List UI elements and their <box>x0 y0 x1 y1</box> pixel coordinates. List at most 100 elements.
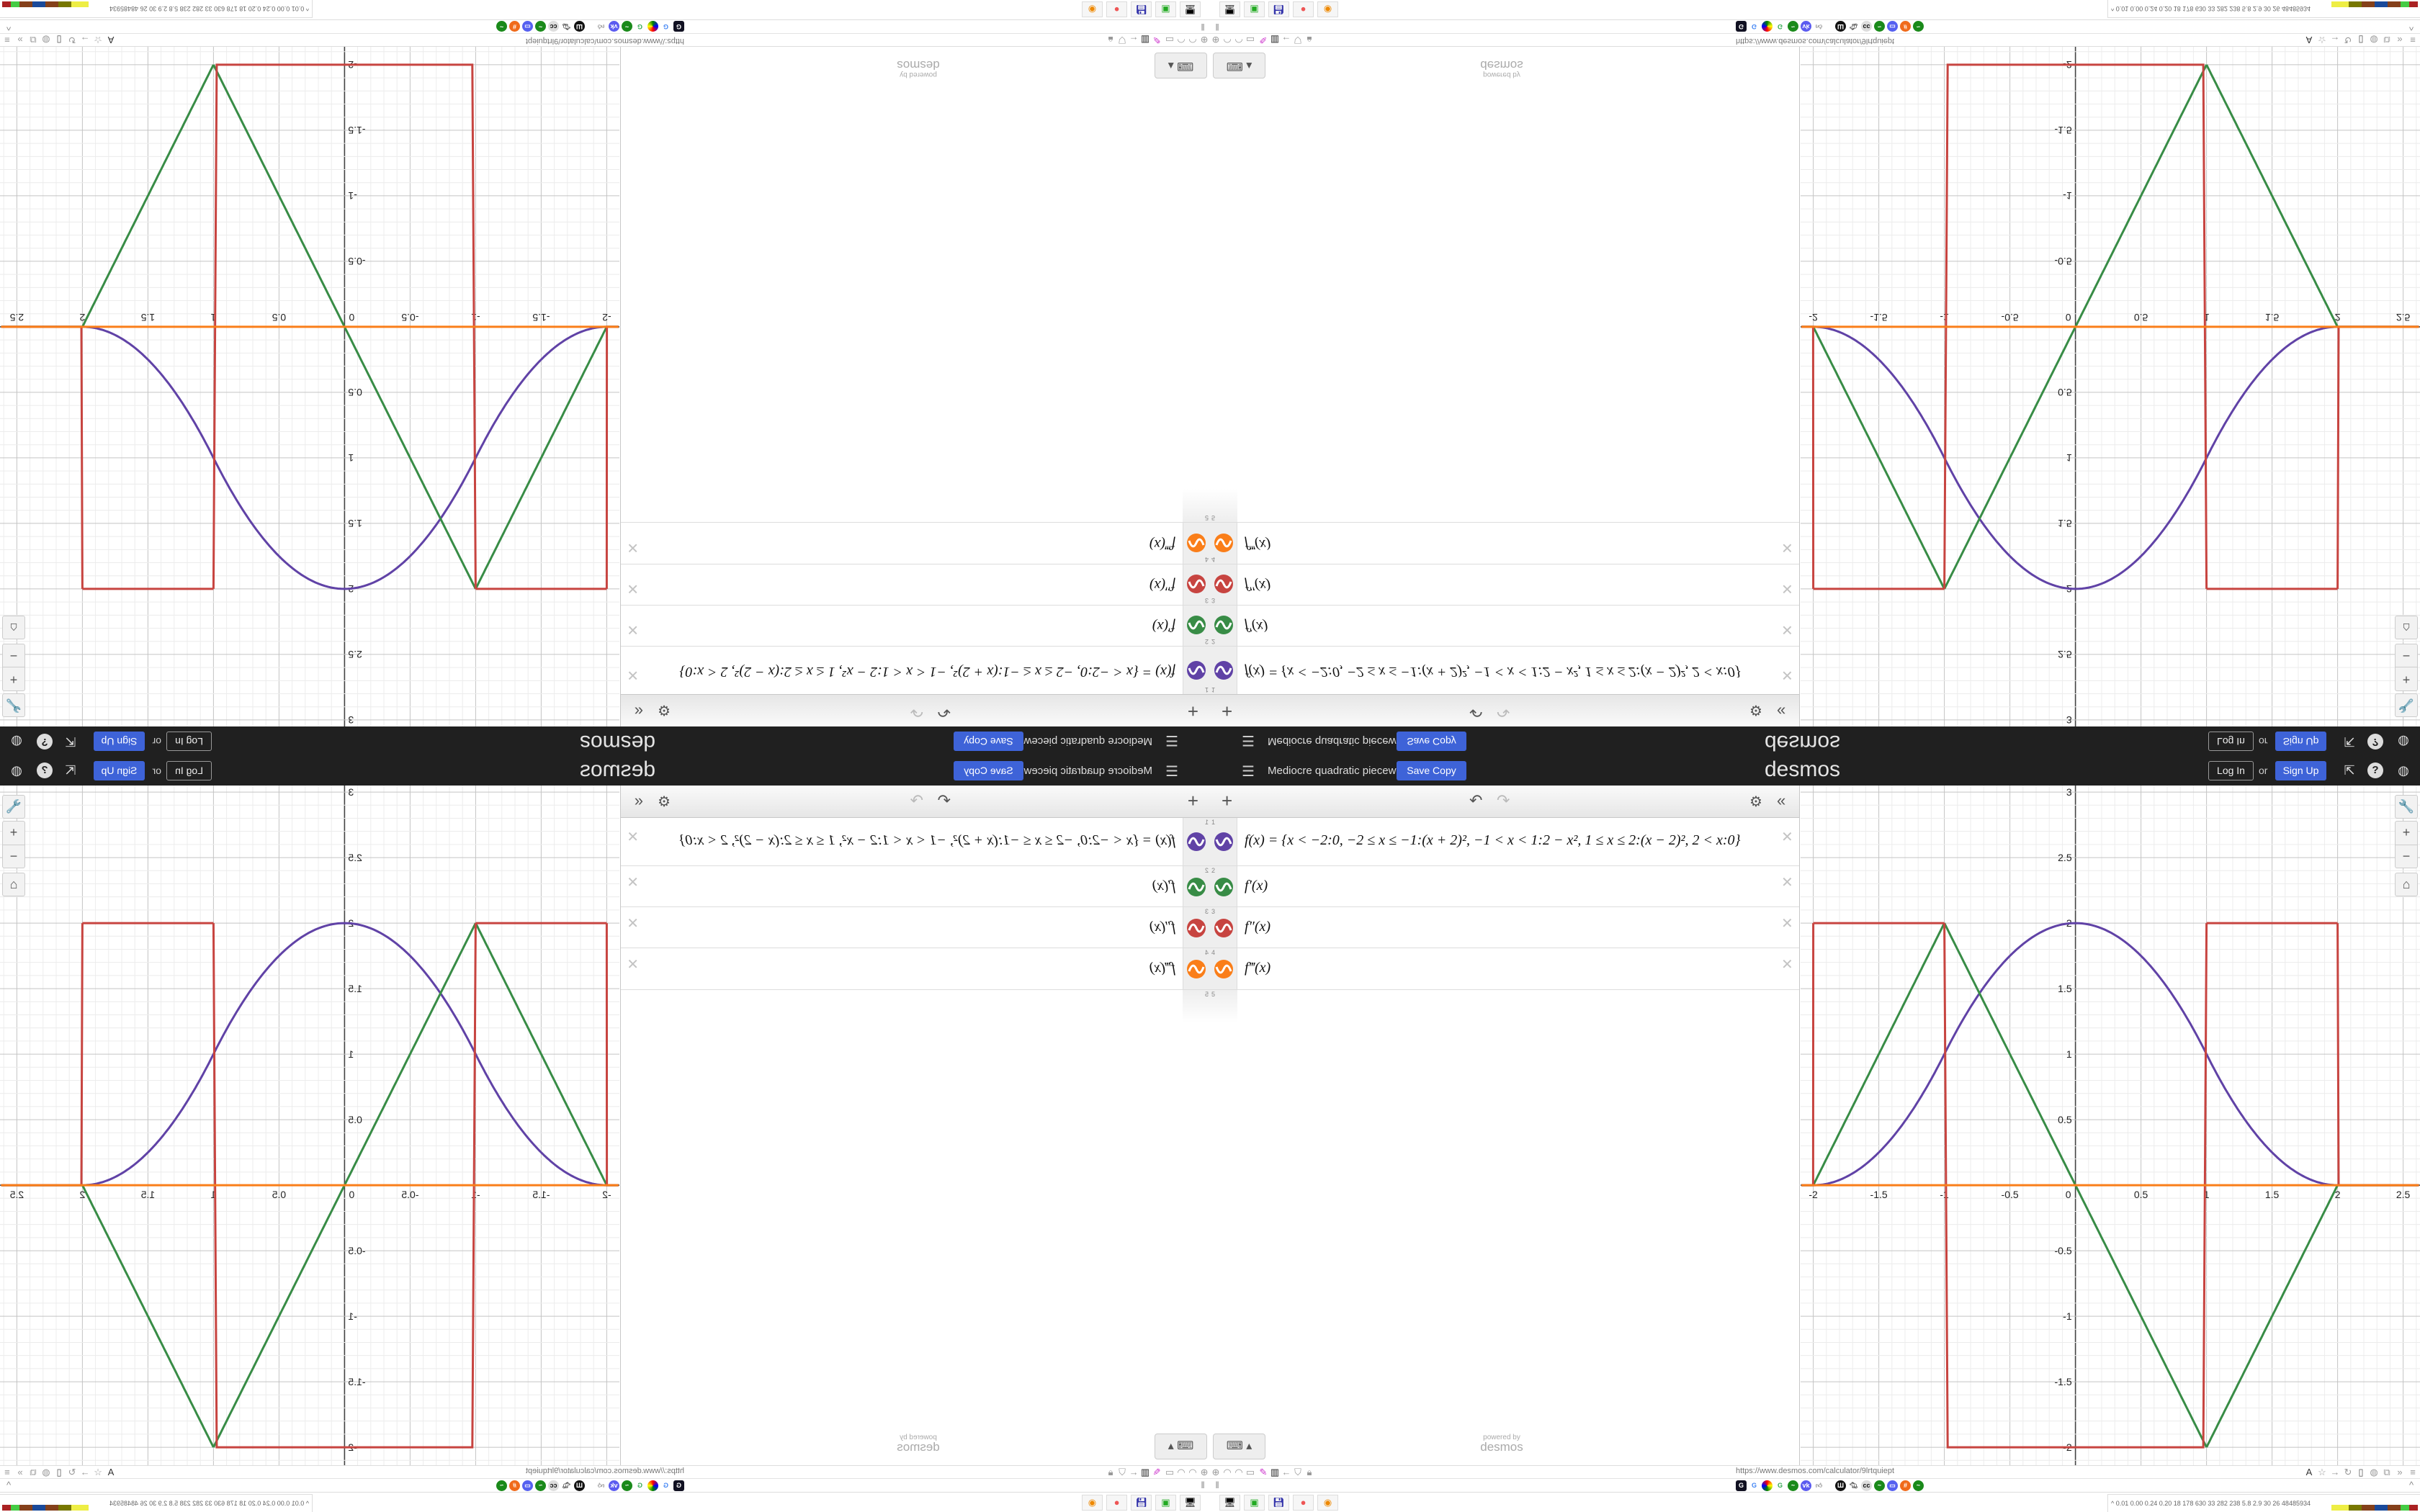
bookmark-desmos-icon[interactable]: ~ <box>535 21 546 32</box>
graph-color-icon[interactable] <box>1187 919 1206 937</box>
expression-row-3[interactable]: 3 f″(x) ✕ <box>621 564 1210 605</box>
taskbar-blender-icon[interactable]: ◉ <box>1317 1 1338 17</box>
keyboard-toggle-button[interactable]: ⌨ ▴ <box>1213 53 1265 78</box>
zoom-out-button[interactable]: − <box>2 845 25 868</box>
trash-icon[interactable]: ▥ <box>1270 1467 1280 1477</box>
expression-input[interactable]: f′(x) <box>1245 878 1268 894</box>
bookmark-museum-icon[interactable]: Ш <box>1835 21 1846 32</box>
sign-up-button[interactable]: Sign Up <box>94 761 145 780</box>
color-pencil-icon[interactable]: ✎ <box>1259 35 1268 45</box>
url-field[interactable]: https://www.desmos.com/calculator/9lrtqu… <box>1735 37 1895 45</box>
collapse-icon[interactable]: ^ <box>6 22 12 32</box>
graph-color-icon[interactable] <box>1187 832 1206 851</box>
globe-icon[interactable]: ◍ <box>2398 763 2409 778</box>
taskbar-firefox-icon[interactable]: ● <box>1106 1495 1127 1511</box>
graph-color-icon[interactable] <box>1214 832 1233 851</box>
graph-canvas[interactable]: -2-1.5-1-0.500.511.522.532.521.510.5-0.5… <box>0 47 619 726</box>
graph-color-icon[interactable] <box>1214 919 1233 937</box>
help-icon[interactable]: ? <box>2367 762 2383 778</box>
chevrons-icon[interactable]: » <box>2397 35 2403 45</box>
taskbar-firefox-icon[interactable]: ● <box>1106 1 1127 17</box>
share-icon[interactable]: ⇱ <box>2344 763 2355 778</box>
bookmark-google-icon[interactable]: G <box>635 1480 645 1491</box>
bookmark-google-icon[interactable]: G <box>635 21 645 32</box>
expression-input[interactable]: f(x) = {x < −2:0, −2 ≤ x ≤ −1:(x + 2)², … <box>1245 832 1741 848</box>
color-pencil-icon[interactable]: ✎ <box>1152 35 1161 45</box>
graph-color-icon[interactable] <box>1187 534 1206 552</box>
help-icon[interactable]: ? <box>37 762 53 778</box>
undo-button[interactable]: ↶ <box>1469 791 1483 809</box>
expression-input[interactable]: f(x) = {x < −2:0, −2 ≤ x ≤ −1:(x + 2)², … <box>1245 664 1741 680</box>
bookmark-color-wheel-icon[interactable] <box>1762 1480 1773 1491</box>
expression-input[interactable]: f′(x) <box>1152 618 1175 634</box>
add-expression-button[interactable]: + <box>1187 701 1198 722</box>
add-expression-button[interactable]: + <box>1222 701 1233 722</box>
graph-settings-wrench-icon[interactable]: 🔧 <box>2395 795 2418 819</box>
settings-gear-icon[interactable]: ⚙ <box>658 794 671 810</box>
graph-color-icon[interactable] <box>1214 534 1233 552</box>
bookmark-thumbs-up-icon[interactable]: 👍︎ <box>1814 1480 1824 1491</box>
clipboard-icon[interactable]: ▯ <box>2358 1467 2364 1477</box>
bookmarks-toggle[interactable]: ‖ <box>1201 1480 1205 1490</box>
undo-button[interactable]: ↶ <box>937 791 951 809</box>
delete-expression-icon[interactable]: ✕ <box>1781 621 1793 637</box>
forward-arrow-icon[interactable]: → <box>80 35 90 45</box>
delete-expression-icon[interactable]: ✕ <box>1781 875 1793 891</box>
star-icon[interactable]: ☆ <box>2318 35 2326 45</box>
bookmark-google-icon[interactable]: G <box>1749 21 1760 32</box>
new-expression-row[interactable]: 5 <box>1210 489 1237 522</box>
zoom-in-button[interactable]: + <box>2 821 25 845</box>
share-icon[interactable]: ⇱ <box>65 763 76 778</box>
bookmark-thumbs-up-icon[interactable]: 👍︎ <box>1814 21 1824 32</box>
color-pencil-icon[interactable]: ✎ <box>1152 1467 1161 1477</box>
undo-button[interactable]: ↶ <box>937 703 951 721</box>
expression-row-1[interactable]: 1 f(x) = {x < −2:0, −2 ≤ x ≤ −1:(x + 2)²… <box>621 818 1210 866</box>
collapse-panel-button[interactable]: « <box>634 791 643 809</box>
bookmark-vk-icon[interactable]: vk <box>1801 1480 1811 1491</box>
globe-icon[interactable]: ◍ <box>2370 35 2378 45</box>
sign-up-button[interactable]: Sign Up <box>94 732 145 751</box>
back-arrow-icon[interactable]: ← <box>1281 35 1291 45</box>
reload-icon[interactable]: ↻ <box>2344 35 2352 45</box>
globe-icon[interactable]: ◍ <box>11 763 22 778</box>
trash-icon[interactable]: ▥ <box>1270 35 1280 45</box>
graph-color-icon[interactable] <box>1214 575 1233 593</box>
lock-icon[interactable]: 🔒︎ <box>1108 1467 1113 1477</box>
taskbar-monitor-settings-icon[interactable]: 🖥︎ <box>1180 1 1201 17</box>
delete-expression-icon[interactable]: ✕ <box>627 916 639 932</box>
folder-icon[interactable]: ▭ <box>1245 35 1255 45</box>
sign-up-button[interactable]: Sign Up <box>2275 732 2326 751</box>
globe-icon[interactable]: ◍ <box>11 734 22 749</box>
chevrons-icon[interactable]: » <box>17 35 23 45</box>
gauge-icon[interactable]: ◠ <box>1177 35 1186 45</box>
translate-icon[interactable]: A <box>107 35 115 45</box>
globe-icon[interactable]: ⊕ <box>1211 35 1220 45</box>
shield-icon[interactable]: ⛉ <box>1119 35 1126 45</box>
graph-title[interactable]: Mediocre quadratic piecewi... <box>1268 765 1408 777</box>
bookmark-chat-icon[interactable]: ▭ <box>522 21 533 32</box>
bookmark-desmos-icon[interactable]: ~ <box>535 1480 546 1491</box>
menu-icon[interactable]: ☰ <box>1242 764 1255 780</box>
log-in-button[interactable]: Log In <box>166 732 212 751</box>
menu-icon[interactable]: ≡ <box>4 1467 10 1477</box>
bookmark-rat-icon[interactable]: 🐀︎ <box>1848 1480 1859 1491</box>
taskbar-firefox-icon[interactable]: ● <box>1293 1495 1314 1511</box>
graph-settings-wrench-icon[interactable]: 🔧 <box>2 795 25 819</box>
taskbar-blender-icon[interactable]: ◉ <box>1082 1495 1103 1511</box>
delete-expression-icon[interactable]: ✕ <box>1781 957 1793 973</box>
color-pencil-icon[interactable]: ✎ <box>1259 1467 1268 1477</box>
share-icon[interactable]: ⇱ <box>2344 734 2355 749</box>
zoom-out-button[interactable]: − <box>2395 644 2418 667</box>
menu-icon[interactable]: ☰ <box>1242 732 1255 748</box>
zoom-in-button[interactable]: + <box>2395 821 2418 845</box>
folder-icon[interactable]: ▭ <box>1245 1467 1255 1477</box>
bookmark-desmos-icon[interactable]: ~ <box>1788 1480 1798 1491</box>
url-field[interactable]: https://www.desmos.com/calculator/9lrtqu… <box>525 37 685 45</box>
translate-icon[interactable]: A <box>107 1467 115 1477</box>
bookmarks-toggle[interactable]: ‖ <box>1215 22 1219 32</box>
expression-row-4[interactable]: 4 f‴(x) ✕ <box>621 948 1210 990</box>
graph-settings-wrench-icon[interactable]: 🔧 <box>2 693 25 717</box>
globe-icon[interactable]: ◍ <box>2398 734 2409 749</box>
expression-row-2[interactable]: 2 f′(x) ✕ <box>621 866 1210 907</box>
